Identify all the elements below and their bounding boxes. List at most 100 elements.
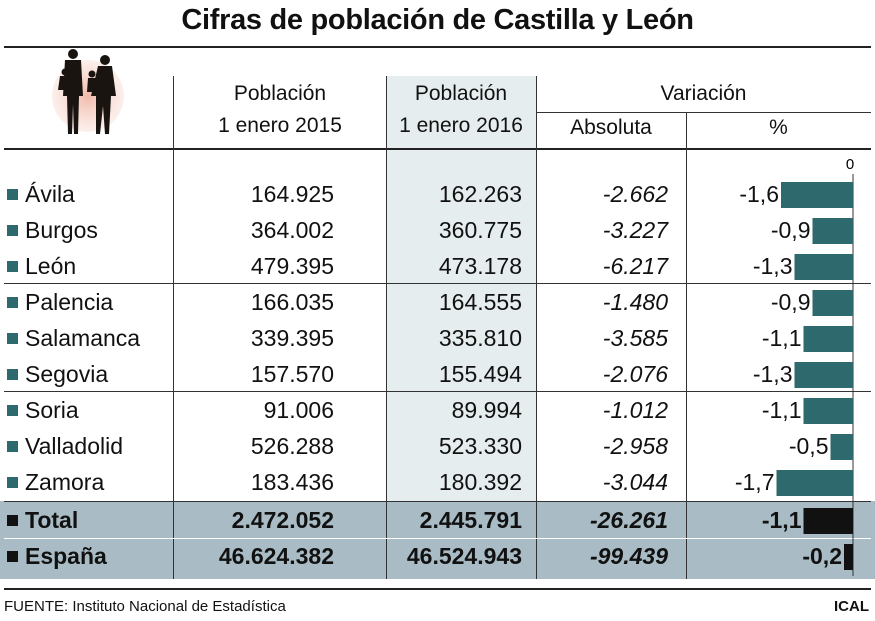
- population-2015-cell: 157.570: [250, 361, 334, 387]
- region-name: Salamanca: [25, 325, 141, 351]
- population-2016-cell: 46.524.943: [406, 543, 522, 569]
- region-name: Zamora: [25, 469, 105, 495]
- variation-percent-label: -1,1: [761, 325, 802, 351]
- region-name: Palencia: [25, 289, 114, 315]
- variation-percent-label: -1,6: [739, 181, 779, 207]
- population-2015-cell: 166.035: [250, 289, 334, 315]
- population-2015-cell: 526.288: [250, 433, 334, 459]
- variation-absolute-cell: -3.227: [602, 217, 668, 243]
- zero-axis-label: 0: [846, 156, 854, 173]
- header-pop2016-line2: 1 enero 2016: [399, 114, 523, 137]
- region-name: Valladolid: [25, 433, 124, 459]
- header-absoluta: Absoluta: [570, 116, 652, 139]
- header-pop2016-line1: Población: [414, 82, 508, 105]
- variation-percent-label: -1,1: [761, 397, 802, 423]
- percent-bar: [781, 182, 853, 208]
- region-name-cell: León: [0, 248, 172, 284]
- row-marker-icon: [7, 189, 18, 201]
- variation-percent-label: -0,2: [802, 543, 842, 569]
- header-variacion: Variación: [660, 82, 747, 105]
- percent-bar: [812, 290, 853, 316]
- percent-bar: [803, 326, 853, 352]
- divider-4: [686, 112, 687, 579]
- header-rule: [4, 148, 871, 150]
- region-name: Total: [25, 507, 79, 533]
- variation-absolute-cell: -6.217: [602, 253, 668, 279]
- total-percent-bar: [844, 544, 853, 570]
- population-2016-cell: 360.775: [438, 217, 522, 243]
- variation-percent-label: -1,3: [752, 253, 793, 279]
- region-name: Ávila: [25, 181, 75, 207]
- region-name: España: [25, 543, 107, 569]
- population-2015-cell: 364.002: [250, 217, 334, 243]
- population-2016-cell: 473.178: [438, 253, 522, 279]
- population-2016-cell: 180.392: [438, 469, 522, 495]
- footer-rule: [4, 588, 871, 590]
- population-2015-cell: 183.436: [250, 469, 334, 495]
- variation-absolute-cell: -1.480: [602, 289, 668, 315]
- credit: ICAL: [834, 598, 869, 615]
- variation-percent-label: -0,9: [770, 217, 811, 243]
- variation-absolute-cell: -1.012: [602, 397, 668, 423]
- variation-absolute-cell: -3.044: [602, 469, 668, 495]
- percent-bar: [794, 362, 853, 388]
- variation-percent-label: -1,7: [734, 469, 775, 495]
- population-2016-cell: 2.445.791: [419, 507, 522, 533]
- region-name: Segovia: [25, 361, 109, 387]
- region-name: Burgos: [25, 217, 98, 243]
- variation-absolute-cell: -26.261: [589, 507, 668, 533]
- population-2016-cell: 89.994: [451, 397, 522, 423]
- percent-bar: [812, 218, 853, 244]
- variation-absolute-cell: -2.662: [602, 181, 668, 207]
- totals-top-rule: [4, 501, 871, 502]
- row-marker-icon: [7, 477, 18, 489]
- row-marker-icon: [7, 515, 18, 527]
- variation-absolute-cell: -99.439: [589, 543, 668, 569]
- population-2015-cell: 2.472.052: [231, 507, 334, 533]
- divider-1: [173, 76, 174, 579]
- row-marker-icon: [7, 441, 18, 453]
- region-name-cell: Salamanca: [0, 320, 172, 356]
- percent-bar: [803, 398, 853, 424]
- region-name: Soria: [25, 397, 79, 423]
- region-name-cell: Palencia: [0, 284, 172, 320]
- totals-band: [0, 501, 875, 579]
- totals-mid-rule: [4, 538, 871, 539]
- source-note: FUENTE: Instituto Nacional de Estadístic…: [4, 598, 286, 615]
- row-marker-icon: [7, 297, 18, 309]
- variacion-subrule: [536, 112, 871, 113]
- row-marker-icon: [7, 333, 18, 345]
- group-rule-2: [4, 391, 871, 392]
- row-marker-icon: [7, 261, 18, 273]
- variation-percent-label: -0,9: [770, 289, 811, 315]
- variation-absolute-cell: -2.076: [602, 361, 668, 387]
- region-name-cell: Segovia: [0, 356, 172, 392]
- row-marker-icon: [7, 369, 18, 381]
- column-highlight-2016: [386, 76, 536, 501]
- header-pop2015-line1: Población: [233, 82, 327, 105]
- variation-percent-label: -1,3: [752, 361, 793, 387]
- population-2015-cell: 91.006: [263, 397, 334, 423]
- region-name-cell: Valladolid: [0, 428, 172, 464]
- percent-bar: [794, 254, 853, 280]
- family-silhouette-icon: [52, 49, 124, 134]
- variation-percent-label: -0,5: [788, 433, 829, 459]
- region-name-cell: España: [0, 538, 172, 574]
- region-name-cell: Zamora: [0, 464, 172, 500]
- percent-bar: [776, 470, 853, 496]
- region-name-cell: Soria: [0, 392, 172, 428]
- population-2016-cell: 164.555: [438, 289, 522, 315]
- population-2015-cell: 164.925: [250, 181, 334, 207]
- total-percent-bar: [803, 508, 853, 534]
- row-marker-icon: [7, 225, 18, 237]
- chart-title: Cifras de población de Castilla y León: [181, 4, 694, 36]
- population-2015-cell: 46.624.382: [218, 543, 334, 569]
- region-name-cell: Total: [0, 502, 172, 538]
- divider-2: [386, 76, 387, 579]
- header-percent: %: [769, 116, 788, 139]
- population-2016-cell: 523.330: [438, 433, 522, 459]
- percent-bar: [830, 434, 853, 460]
- region-name-cell: Ávila: [0, 176, 172, 212]
- variation-absolute-cell: -2.958: [602, 433, 668, 459]
